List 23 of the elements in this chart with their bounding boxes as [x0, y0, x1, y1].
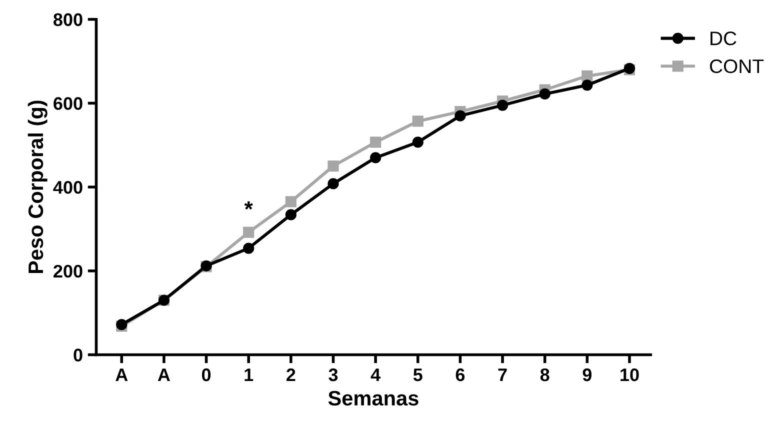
annotation: * — [244, 201, 253, 210]
x-tick-label: 5 — [413, 368, 422, 382]
y-tick-label: 600 — [54, 97, 82, 110]
x-axis-title: Semanas — [328, 390, 418, 406]
legend-label: CONT — [710, 59, 764, 74]
x-tick-label: 7 — [498, 368, 507, 382]
y-tick-label: 800 — [54, 13, 82, 26]
x-tick-label: 1 — [244, 368, 254, 382]
legend-label: DC — [710, 32, 736, 46]
y-tick-label: 200 — [54, 264, 82, 278]
x-tick-label: 8 — [540, 368, 550, 382]
x-tick-label: A — [116, 368, 128, 382]
y-tick-label: 400 — [53, 180, 82, 194]
x-tick-label: A — [158, 368, 170, 382]
x-tick-label: 6 — [456, 368, 465, 382]
x-tick-label: 2 — [286, 368, 296, 382]
x-tick-label: 4 — [370, 368, 380, 382]
x-tick-label: 3 — [328, 368, 338, 382]
y-axis-title: Peso Corporal (g) — [28, 100, 48, 274]
x-tick-label: 9 — [582, 368, 592, 382]
x-tick-label: 10 — [620, 368, 639, 382]
x-tick-label: 0 — [202, 368, 211, 382]
y-tick-label: 0 — [74, 348, 82, 362]
